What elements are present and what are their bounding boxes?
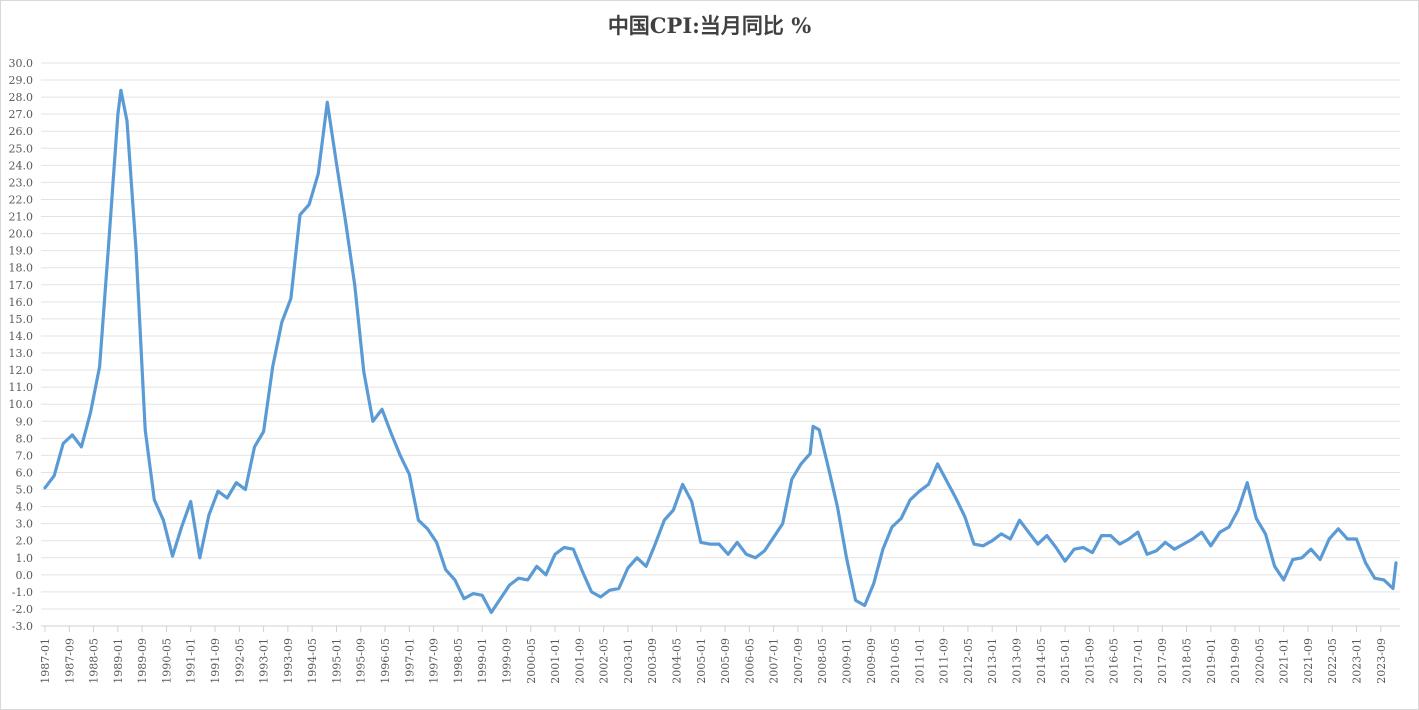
- y-tick-label: -1.0: [12, 586, 33, 599]
- x-tick-label: 2012-05: [962, 638, 975, 684]
- x-tick-label: 1998-05: [452, 638, 465, 684]
- x-tick-label: 2000-05: [525, 638, 538, 684]
- y-tick-label: 15.0: [9, 313, 34, 326]
- y-tick-label: 0.0: [16, 569, 34, 582]
- x-tick-label: 1989-01: [112, 638, 125, 684]
- x-tick-label: 2003-09: [646, 638, 659, 684]
- x-tick-label: 1993-01: [258, 638, 271, 684]
- x-tick-label: 1995-01: [330, 638, 343, 684]
- x-tick-label: 2020-05: [1253, 638, 1266, 684]
- x-tick-label: 2022-05: [1326, 638, 1339, 684]
- y-tick-label: 12.0: [9, 364, 34, 377]
- y-tick-label: 20.0: [9, 228, 34, 241]
- x-tick-label: 2008-05: [816, 638, 829, 684]
- y-tick-label: 5.0: [16, 484, 34, 497]
- y-axis: 30.0 29.0 28.0 27.0 26.0 25.0 24.0 23.0 22.0 21.0…: [9, 57, 34, 633]
- x-tick-label: 2013-01: [986, 638, 999, 684]
- y-tick-label: 26.0: [9, 125, 34, 138]
- y-tick-label: -2.0: [12, 603, 33, 616]
- x-tick-label: 2015-01: [1059, 638, 1072, 684]
- x-tick-label: 1990-05: [160, 638, 173, 684]
- x-tick-label: 2005-01: [695, 638, 708, 684]
- x-tick-label: 2018-05: [1181, 638, 1194, 684]
- x-tick-label: 2002-05: [598, 638, 611, 684]
- x-tick-label: 1987-01: [39, 638, 52, 684]
- x-tick-label: 2009-09: [865, 638, 878, 684]
- y-tick-label: 8.0: [16, 432, 34, 445]
- y-tick-label: 11.0: [9, 381, 34, 394]
- x-tick-label: 1997-01: [403, 638, 416, 684]
- x-tick-label: 2019-09: [1229, 638, 1242, 684]
- x-tick-label: 2011-09: [938, 638, 951, 684]
- x-tick-label: 2021-09: [1302, 638, 1315, 684]
- x-tick-label: 2015-09: [1083, 638, 1096, 684]
- x-tick-label: 1999-09: [500, 638, 513, 684]
- x-tick-label: 2003-01: [622, 638, 635, 684]
- y-tick-label: 22.0: [9, 193, 34, 206]
- x-tick-label: 2019-01: [1205, 638, 1218, 684]
- x-tick-label: 2001-01: [549, 638, 562, 684]
- y-tick-label: 21.0: [9, 211, 34, 224]
- y-tick-label: 17.0: [9, 279, 34, 292]
- y-tick-label: 4.0: [16, 501, 34, 514]
- y-tick-label: -3.0: [12, 620, 33, 633]
- y-tick-label: 3.0: [16, 518, 34, 531]
- x-tick-label: 1987-09: [63, 638, 76, 684]
- x-tick-label: 2004-05: [670, 638, 683, 684]
- y-tick-label: 25.0: [9, 142, 34, 155]
- y-tick-label: 30.0: [9, 57, 34, 70]
- x-tick-label: 2017-01: [1132, 638, 1145, 684]
- y-tick-label: 28.0: [9, 91, 34, 104]
- y-tick-label: 29.0: [9, 74, 34, 87]
- x-tick-label: 1991-09: [209, 638, 222, 684]
- chart-title: 中国CPI:当月同比 %: [607, 13, 812, 38]
- x-tick-label: 2007-09: [792, 638, 805, 684]
- x-tick-label: 2007-01: [768, 638, 781, 684]
- cpi-series-line: [43, 88, 1398, 614]
- y-tick-label: 23.0: [9, 176, 34, 189]
- y-tick-label: 10.0: [9, 398, 34, 411]
- x-tick-label: 2005-09: [719, 638, 732, 684]
- y-tick-label: 7.0: [16, 449, 34, 462]
- y-tick-label: 18.0: [9, 262, 34, 275]
- y-tick-label: 2.0: [16, 535, 34, 548]
- x-tick-label: 1993-09: [282, 638, 295, 684]
- x-tick-label: 1991-01: [185, 638, 198, 684]
- x-tick-label: 2014-05: [1035, 638, 1048, 684]
- y-tick-label: 13.0: [9, 347, 34, 360]
- y-tick-label: 27.0: [9, 108, 34, 121]
- x-tick-label: 1989-09: [136, 638, 149, 684]
- x-tick-label: 2010-05: [889, 638, 902, 684]
- y-tick-label: 9.0: [16, 415, 34, 428]
- x-tick-label: 2016-05: [1108, 638, 1121, 684]
- x-tick-label: 2006-05: [743, 638, 756, 684]
- y-tick-label: 19.0: [9, 245, 34, 258]
- y-tick-label: 14.0: [9, 330, 34, 343]
- x-tick-label: 2023-01: [1351, 638, 1364, 684]
- x-tick-label: 1988-05: [88, 638, 101, 684]
- y-tick-label: 16.0: [9, 296, 34, 309]
- x-tick-label: 1999-01: [476, 638, 489, 684]
- x-tick-label: 2013-09: [1011, 638, 1024, 684]
- x-tick-label: 1992-05: [233, 638, 246, 684]
- x-tick-label: 2001-09: [573, 638, 586, 684]
- x-tick-label: 1994-05: [306, 638, 319, 684]
- x-tick-label: 1997-09: [428, 638, 441, 684]
- x-tick-label: 2023-09: [1375, 638, 1388, 684]
- gridlines: [41, 62, 1400, 627]
- x-axis: 1987-01 1987-09 1988-05 1989-01 1989-09 1990-…: [39, 626, 1388, 684]
- x-tick-label: 1995-09: [355, 638, 368, 684]
- y-tick-label: 24.0: [9, 159, 34, 172]
- x-tick-label: 2011-01: [913, 638, 926, 684]
- x-tick-label: 2021-01: [1278, 638, 1291, 684]
- x-tick-label: 2009-01: [840, 638, 853, 684]
- x-tick-label: 2017-09: [1156, 638, 1169, 684]
- y-tick-label: 6.0: [16, 466, 34, 479]
- x-tick-label: 1996-05: [379, 638, 392, 684]
- y-tick-label: 1.0: [16, 552, 34, 565]
